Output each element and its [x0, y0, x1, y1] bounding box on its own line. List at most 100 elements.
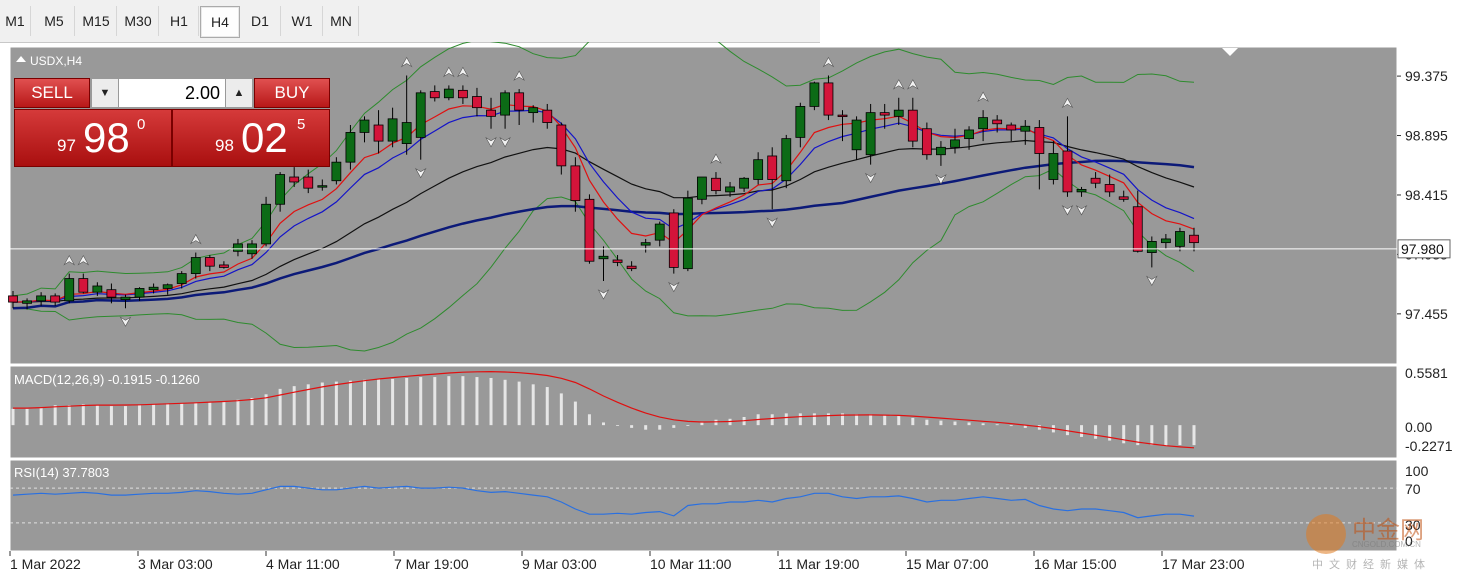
candle[interactable] — [1132, 190, 1143, 253]
candle[interactable] — [50, 293, 61, 306]
candle[interactable] — [1062, 116, 1073, 197]
candle[interactable] — [851, 116, 862, 160]
candle[interactable] — [120, 294, 131, 309]
candle[interactable] — [486, 97, 496, 129]
candle[interactable] — [893, 97, 904, 126]
candle[interactable] — [22, 298, 32, 310]
candle[interactable] — [1175, 227, 1185, 252]
candle[interactable] — [275, 172, 286, 212]
candle[interactable] — [401, 75, 412, 155]
candle[interactable] — [612, 255, 623, 267]
candle[interactable] — [668, 209, 679, 274]
candle[interactable] — [598, 246, 609, 282]
candle[interactable] — [1118, 190, 1129, 202]
candle[interactable] — [472, 87, 482, 117]
candle[interactable] — [964, 126, 974, 150]
candle[interactable] — [767, 147, 778, 210]
buy-button[interactable]: BUY — [254, 78, 330, 108]
candle[interactable] — [387, 107, 398, 148]
candle[interactable] — [78, 273, 89, 294]
candle[interactable] — [978, 110, 989, 142]
candle[interactable] — [289, 167, 300, 187]
candle[interactable] — [697, 176, 707, 205]
candle[interactable] — [514, 89, 525, 126]
candle[interactable] — [1034, 120, 1045, 190]
timeframe-mn[interactable]: MN — [324, 6, 359, 36]
candle[interactable] — [162, 283, 173, 295]
candle[interactable] — [190, 252, 201, 279]
candle[interactable] — [1146, 236, 1157, 268]
timeframe-m5[interactable]: M5 — [34, 6, 75, 36]
candle[interactable] — [781, 134, 792, 189]
rsi-pane[interactable]: RSI(14) 37.7803 100 70 300 — [9, 459, 1429, 552]
candle[interactable] — [992, 115, 1003, 133]
lot-decrease-button[interactable]: ▼ — [92, 79, 119, 107]
candle[interactable] — [879, 103, 890, 129]
candle[interactable] — [570, 157, 581, 212]
candle[interactable] — [1048, 141, 1059, 185]
candle[interactable] — [1160, 233, 1171, 249]
timeframe-h1[interactable]: H1 — [160, 6, 199, 36]
timeframe-m15[interactable]: M15 — [76, 6, 117, 36]
candle[interactable] — [373, 110, 384, 154]
candle[interactable] — [317, 179, 328, 191]
candle[interactable] — [1189, 227, 1199, 252]
candle[interactable] — [176, 271, 187, 289]
candle[interactable] — [36, 292, 47, 306]
candle[interactable] — [556, 122, 567, 175]
sell-price-button[interactable]: 97 98 0 — [14, 109, 172, 167]
candle[interactable] — [64, 273, 75, 304]
candle[interactable] — [345, 125, 356, 170]
candle[interactable] — [1020, 120, 1031, 145]
candle[interactable] — [542, 103, 553, 129]
candle[interactable] — [429, 85, 440, 102]
candle[interactable] — [148, 283, 159, 294]
candle[interactable] — [739, 177, 749, 192]
candle[interactable] — [584, 194, 595, 264]
timeframe-m1[interactable]: M1 — [0, 6, 31, 36]
candle[interactable] — [921, 122, 932, 160]
candle[interactable] — [682, 190, 693, 272]
sell-button[interactable]: SELL — [14, 78, 90, 108]
candle[interactable] — [823, 75, 834, 121]
candle[interactable] — [753, 152, 764, 185]
candle[interactable] — [415, 90, 426, 160]
candle[interactable] — [795, 102, 806, 148]
candle[interactable] — [218, 261, 229, 269]
candle[interactable] — [204, 255, 215, 272]
timeframe-d1[interactable]: D1 — [240, 6, 281, 36]
candle[interactable] — [654, 221, 665, 247]
candle[interactable] — [1076, 186, 1087, 197]
candle[interactable] — [1090, 172, 1101, 189]
candle[interactable] — [106, 283, 117, 304]
candle[interactable] — [443, 85, 454, 101]
candle[interactable] — [261, 196, 271, 247]
candle[interactable] — [359, 116, 370, 143]
timeframe-m30[interactable]: M30 — [118, 6, 159, 36]
macd-pane[interactable]: MACD(12,26,9) -0.1915 -0.1260 0.5581 0.00 -… — [9, 365, 1453, 459]
candle[interactable] — [303, 169, 314, 194]
buy-price-button[interactable]: 98 02 5 — [172, 109, 330, 167]
lot-size-value[interactable]: 2.00 — [184, 83, 220, 103]
candle[interactable] — [1006, 122, 1017, 142]
candle[interactable] — [950, 128, 960, 154]
timeframe-w1[interactable]: W1 — [282, 6, 323, 36]
candle[interactable] — [809, 81, 820, 111]
lot-size-field[interactable]: ▼ 2.00 ▲ — [91, 78, 253, 108]
candle[interactable] — [837, 110, 848, 142]
timeframe-h4[interactable]: H4 — [200, 6, 240, 38]
candle[interactable] — [528, 105, 539, 123]
candle[interactable] — [626, 261, 637, 272]
candle[interactable] — [458, 85, 468, 104]
candle[interactable] — [500, 90, 510, 129]
candle[interactable] — [725, 181, 735, 197]
candle[interactable] — [134, 287, 145, 301]
candle[interactable] — [640, 238, 651, 253]
candle[interactable] — [936, 141, 946, 166]
lot-increase-button[interactable]: ▲ — [225, 79, 252, 107]
candle[interactable] — [331, 157, 342, 185]
candle[interactable] — [92, 282, 103, 296]
candle[interactable] — [8, 290, 18, 309]
candle[interactable] — [711, 172, 721, 195]
candle[interactable] — [907, 97, 918, 148]
